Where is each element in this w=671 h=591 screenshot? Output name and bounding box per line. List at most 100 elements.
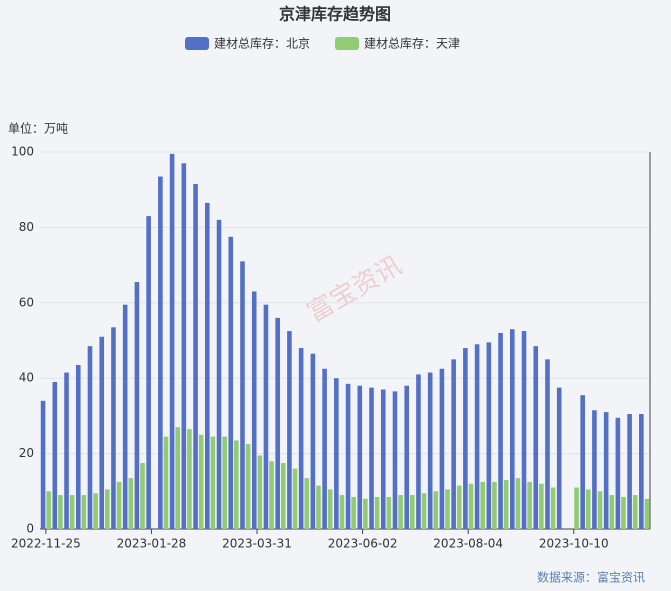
bar bbox=[304, 478, 310, 529]
bar bbox=[404, 385, 410, 529]
bar bbox=[216, 219, 222, 530]
bar bbox=[240, 261, 245, 529]
bar bbox=[597, 491, 603, 529]
bar bbox=[175, 427, 181, 529]
y-tick-label: 60 bbox=[19, 295, 34, 309]
bar bbox=[386, 496, 392, 529]
bar bbox=[492, 481, 497, 529]
bar bbox=[556, 387, 562, 529]
x-tick-label: 2023-01-28 bbox=[117, 537, 187, 551]
chart-title: 京津库存趋势图 bbox=[279, 5, 391, 24]
y-tick-label: 0 bbox=[26, 522, 34, 536]
x-tick-label: 2023-10-10 bbox=[539, 537, 609, 551]
bar bbox=[93, 493, 98, 529]
bar bbox=[204, 202, 210, 529]
watermark: 富宝资讯 bbox=[302, 251, 407, 329]
bar bbox=[345, 383, 351, 529]
bar bbox=[639, 414, 644, 529]
bar bbox=[81, 495, 87, 529]
bar bbox=[592, 410, 597, 529]
bar bbox=[480, 481, 486, 529]
bar bbox=[169, 153, 175, 529]
bar bbox=[298, 348, 304, 529]
bar bbox=[292, 468, 298, 529]
bar bbox=[257, 455, 263, 529]
bar bbox=[498, 332, 503, 529]
bar bbox=[456, 485, 462, 529]
unit-label: 单位：万吨 bbox=[8, 121, 68, 136]
bar bbox=[574, 487, 579, 529]
bar bbox=[87, 346, 93, 529]
bar bbox=[521, 331, 527, 529]
x-tick-label: 2022-11-25 bbox=[11, 537, 81, 551]
bar bbox=[627, 414, 632, 529]
bar bbox=[140, 463, 145, 529]
bar bbox=[105, 489, 110, 529]
bar bbox=[334, 378, 339, 529]
bar bbox=[245, 444, 251, 529]
bar bbox=[327, 489, 333, 529]
bar bbox=[193, 184, 198, 530]
bar bbox=[585, 489, 591, 529]
bar bbox=[369, 387, 374, 529]
bar bbox=[421, 493, 427, 529]
bar bbox=[445, 489, 450, 529]
bar bbox=[363, 498, 368, 529]
bar bbox=[357, 385, 363, 529]
source: 数据来源：富宝资讯 bbox=[537, 570, 645, 585]
bar bbox=[533, 346, 539, 529]
bar bbox=[210, 436, 216, 529]
bar bbox=[351, 496, 356, 529]
bar bbox=[398, 495, 403, 529]
bar bbox=[486, 342, 492, 529]
bar bbox=[632, 495, 638, 529]
x-tick-label: 2023-03-31 bbox=[222, 537, 292, 551]
bar bbox=[75, 365, 81, 529]
bar bbox=[228, 236, 234, 529]
bar bbox=[439, 368, 445, 529]
bar bbox=[374, 496, 380, 529]
bar bbox=[644, 498, 650, 529]
bar bbox=[146, 216, 151, 529]
bar bbox=[99, 336, 105, 529]
bar bbox=[269, 461, 274, 529]
bar bbox=[550, 487, 556, 529]
bar bbox=[128, 478, 134, 529]
bar bbox=[316, 485, 321, 529]
bar bbox=[69, 495, 75, 529]
bar bbox=[122, 304, 128, 529]
bar bbox=[251, 291, 257, 529]
y-tick-label: 100 bbox=[11, 145, 34, 159]
bar bbox=[181, 163, 187, 529]
bar bbox=[275, 317, 280, 529]
bar bbox=[198, 434, 204, 529]
bar bbox=[527, 481, 532, 529]
bar bbox=[339, 495, 345, 529]
x-tick-label: 2023-08-04 bbox=[433, 537, 503, 551]
bar bbox=[111, 327, 116, 529]
bar bbox=[263, 304, 269, 529]
bar bbox=[392, 391, 398, 529]
bar bbox=[515, 478, 521, 529]
bar bbox=[545, 359, 550, 529]
bar bbox=[134, 282, 140, 529]
bar bbox=[222, 436, 227, 529]
bar bbox=[509, 329, 515, 529]
bar bbox=[52, 381, 58, 529]
bar bbox=[468, 483, 474, 529]
bar bbox=[116, 481, 122, 529]
bar bbox=[64, 372, 69, 529]
bar bbox=[46, 491, 51, 529]
bar bbox=[474, 344, 480, 529]
bar bbox=[621, 496, 626, 529]
y-tick-label: 40 bbox=[19, 371, 34, 385]
bar bbox=[163, 436, 169, 529]
bar bbox=[580, 395, 585, 529]
y-tick-label: 80 bbox=[19, 220, 34, 234]
bar bbox=[539, 483, 544, 529]
bar bbox=[287, 331, 292, 529]
bar bbox=[433, 491, 439, 529]
bar bbox=[615, 417, 621, 529]
bar bbox=[40, 400, 46, 529]
